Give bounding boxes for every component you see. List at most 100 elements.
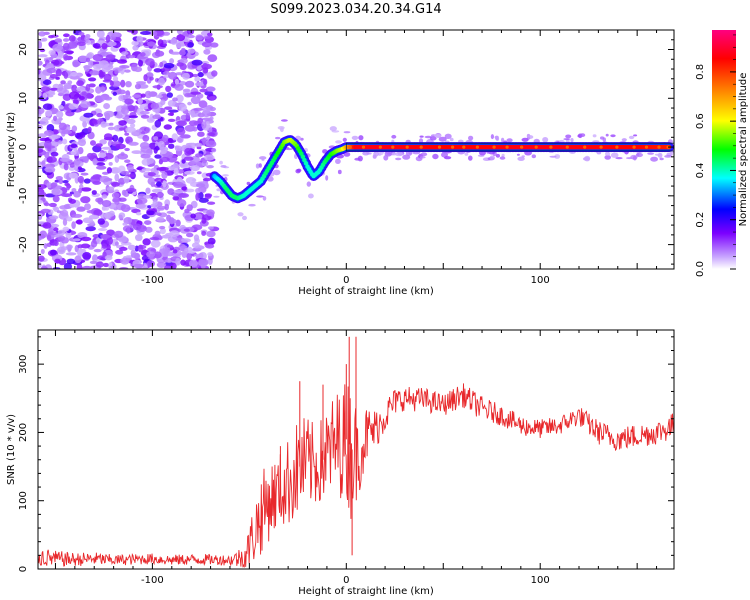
noise-blob xyxy=(179,63,187,71)
noise-blob xyxy=(163,124,172,130)
colorbar-gradient xyxy=(712,30,736,269)
noise-blob xyxy=(149,113,154,122)
noise-blob xyxy=(207,132,216,137)
halo-blob xyxy=(419,156,426,159)
noise-blob xyxy=(38,31,46,37)
noise-blob xyxy=(190,96,201,105)
snr-x-tick-label: -100 xyxy=(141,575,164,586)
noise-blob xyxy=(76,263,83,269)
noise-blob xyxy=(83,112,94,118)
halo-blob xyxy=(337,169,342,175)
noise-blob xyxy=(167,138,173,143)
noise-blob xyxy=(184,147,193,156)
noise-blob xyxy=(102,262,110,268)
noise-blob xyxy=(168,218,177,224)
halo-blob xyxy=(281,119,288,122)
noise-blob xyxy=(181,238,191,243)
noise-blob xyxy=(99,139,107,145)
noise-blob xyxy=(201,230,207,236)
noise-blob xyxy=(113,230,124,238)
noise-blob xyxy=(100,86,106,93)
noise-blob xyxy=(178,193,190,198)
noise-blob xyxy=(185,112,190,120)
signal-peak-dot xyxy=(520,145,524,149)
noise-blob xyxy=(38,261,42,269)
noise-blob xyxy=(187,42,194,48)
noise-blob xyxy=(53,227,59,232)
noise-blob xyxy=(198,100,208,109)
spectrogram-x-tick-label: 100 xyxy=(531,275,550,286)
noise-blob xyxy=(77,244,84,249)
noise-blob xyxy=(117,153,129,160)
noise-blob xyxy=(69,202,76,208)
noise-blob xyxy=(96,113,104,118)
noise-blob xyxy=(95,261,104,268)
noise-blob xyxy=(190,165,200,172)
noise-blob xyxy=(134,83,142,90)
halo-blob xyxy=(329,126,337,132)
noise-blob xyxy=(159,146,169,152)
noise-blob xyxy=(85,57,91,63)
noise-blob xyxy=(61,130,73,135)
noise-blob xyxy=(63,163,69,171)
halo-blob xyxy=(499,156,506,160)
noise-blob xyxy=(87,126,92,133)
spectrogram-x-tick-label: 0 xyxy=(343,275,349,286)
halo-blob xyxy=(351,135,359,140)
halo-blob xyxy=(633,134,638,137)
colorbar-tick-label: 0.4 xyxy=(695,162,706,178)
noise-blob xyxy=(68,35,76,42)
halo-blob xyxy=(579,133,586,138)
noise-blob xyxy=(118,214,123,219)
noise-blob xyxy=(160,99,166,106)
noise-blob xyxy=(201,121,207,129)
noise-blob xyxy=(56,110,64,118)
noise-blob xyxy=(106,167,112,174)
noise-blob xyxy=(197,71,204,78)
spectrogram-y-tick-label: 0 xyxy=(18,144,29,150)
signal-peak-dot xyxy=(505,145,509,149)
noise-blob xyxy=(153,68,162,73)
noise-blob xyxy=(66,184,72,189)
noise-blob xyxy=(52,195,60,203)
noise-blob xyxy=(180,259,186,266)
colorbar-tick-label: 0.2 xyxy=(695,212,706,228)
noise-blob xyxy=(175,219,181,227)
noise-blob xyxy=(78,32,85,36)
noise-blob xyxy=(63,262,72,269)
noise-blob xyxy=(89,70,100,76)
noise-blob xyxy=(120,79,126,88)
noise-blob xyxy=(135,234,143,242)
noise-blob xyxy=(117,111,123,115)
noise-blob xyxy=(56,118,62,124)
noise-blob xyxy=(63,53,69,61)
noise-blob xyxy=(48,202,57,208)
noise-blob xyxy=(154,230,161,236)
noise-blob xyxy=(88,83,96,88)
signal-peak-dot xyxy=(419,145,423,149)
noise-blob xyxy=(126,118,136,124)
noise-blob xyxy=(68,103,79,110)
noise-blob xyxy=(42,103,53,110)
noise-blob xyxy=(141,249,148,254)
noise-blob xyxy=(53,115,58,122)
signal-peak-dot xyxy=(632,145,636,149)
noise-blob xyxy=(94,61,100,65)
halo-blob xyxy=(604,155,611,160)
noise-blob xyxy=(135,203,146,209)
noise-blob xyxy=(146,251,156,258)
signal-peak-dot xyxy=(492,145,496,149)
halo-blob xyxy=(272,169,281,176)
noise-blob xyxy=(48,215,59,220)
noise-blob xyxy=(96,30,105,38)
noise-blob xyxy=(58,105,64,110)
noise-blob xyxy=(176,127,186,136)
noise-blob xyxy=(119,246,128,251)
noise-blob xyxy=(114,69,119,75)
noise-blob xyxy=(70,150,77,155)
noise-blob xyxy=(60,209,69,217)
noise-blob xyxy=(80,101,91,108)
halo-blob xyxy=(419,135,424,138)
noise-blob xyxy=(83,178,91,184)
noise-blob xyxy=(156,181,162,187)
